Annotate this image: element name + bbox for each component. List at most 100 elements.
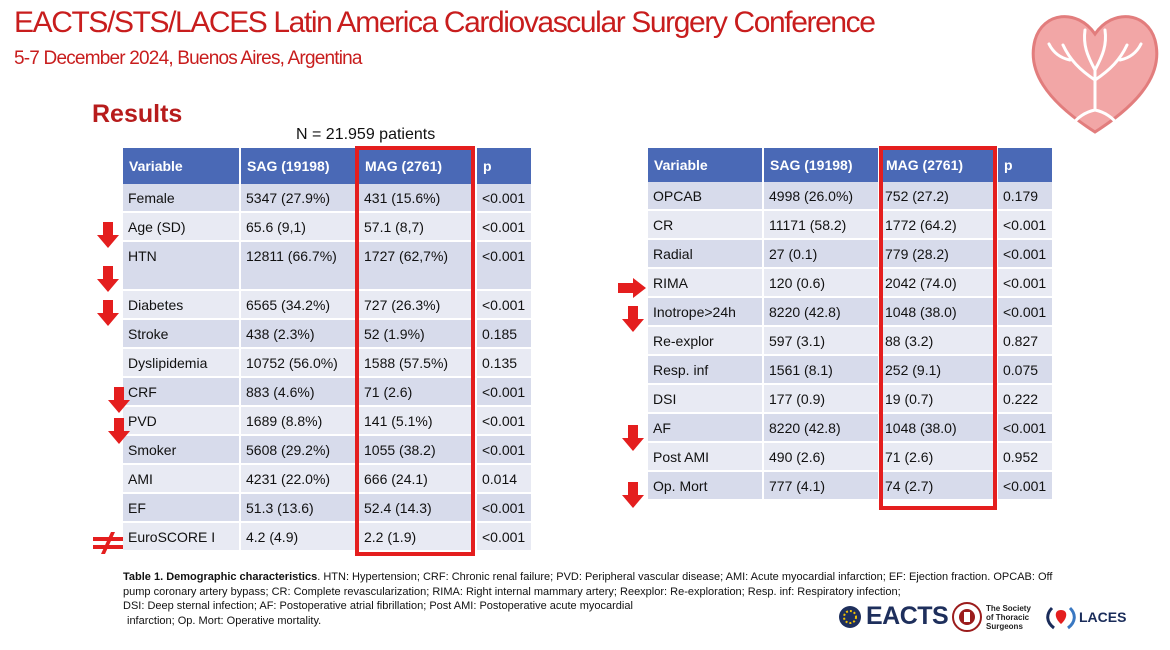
cell-p: 0.179 — [998, 182, 1054, 211]
table-row: Diabetes 6565 (34.2%) 727 (26.3%) <0.001 — [123, 291, 533, 320]
outcomes-table: Variable SAG (19198) MAG (2761) p OPCAB 4… — [648, 148, 1054, 501]
arrow-down-icon — [622, 425, 644, 451]
table-header-row: Variable SAG (19198) MAG (2761) p — [123, 148, 533, 184]
cell-mag: 752 (27.2) — [880, 182, 998, 211]
cell-mag: 1048 (38.0) — [880, 414, 998, 443]
cell-sag: 438 (2.3%) — [241, 320, 359, 349]
cell-variable: Age (SD) — [123, 213, 241, 242]
cell-p: <0.001 — [477, 494, 533, 523]
table-row: Dyslipidemia 10752 (56.0%) 1588 (57.5%) 0.1… — [123, 349, 533, 378]
cell-mag: 1588 (57.5%) — [359, 349, 477, 378]
cell-mag: 252 (9.1) — [880, 356, 998, 385]
arrow-down-icon — [108, 418, 130, 444]
cell-p: <0.001 — [477, 291, 533, 320]
cell-p: <0.001 — [477, 378, 533, 407]
cell-p: <0.001 — [998, 414, 1054, 443]
cell-mag: 2042 (74.0) — [880, 269, 998, 298]
cell-variable: EF — [123, 494, 241, 523]
not-equal-icon — [93, 532, 123, 554]
cell-p: <0.001 — [998, 472, 1054, 501]
cell-p: <0.001 — [477, 184, 533, 213]
cell-sag: 4231 (22.0%) — [241, 465, 359, 494]
cell-mag: 1772 (64.2) — [880, 211, 998, 240]
table-row: Inotrope>24h 8220 (42.8) 1048 (38.0) <0.001 — [648, 298, 1054, 327]
cell-p: <0.001 — [998, 240, 1054, 269]
header-mag: MAG (2761) — [359, 148, 477, 184]
cell-sag: 8220 (42.8) — [764, 298, 880, 327]
table-row: Female 5347 (27.9%) 431 (15.6%) <0.001 — [123, 184, 533, 213]
sts-seal-icon — [952, 602, 982, 632]
cell-sag: 11171 (58.2) — [764, 211, 880, 240]
arrow-down-icon — [108, 387, 130, 413]
cell-p: 0.135 — [477, 349, 533, 378]
caption-text: . HTN: Hypertension; CRF: Chronic renal … — [123, 571, 1053, 598]
header-p: p — [477, 148, 533, 184]
table-row: Re-explor 597 (3.1) 88 (3.2) 0.827 — [648, 327, 1054, 356]
cell-variable: Female — [123, 184, 241, 213]
cell-sag: 120 (0.6) — [764, 269, 880, 298]
caption-label: Table 1. Demographic characteristics — [123, 571, 318, 583]
cell-variable: Dyslipidemia — [123, 349, 241, 378]
cell-variable: PVD — [123, 407, 241, 436]
arrow-right-icon — [618, 278, 646, 298]
cell-sag: 177 (0.9) — [764, 385, 880, 414]
conference-date: 5-7 December 2024, Buenos Aires, Argenti… — [14, 48, 363, 69]
cell-sag: 27 (0.1) — [764, 240, 880, 269]
cell-variable: CRF — [123, 378, 241, 407]
laces-emblem-icon — [1046, 606, 1076, 630]
results-heading: Results — [92, 100, 183, 128]
cell-p: 0.014 — [477, 465, 533, 494]
table-row: Resp. inf 1561 (8.1) 252 (9.1) 0.075 — [648, 356, 1054, 385]
cell-p: <0.001 — [998, 269, 1054, 298]
cell-sag: 5347 (27.9%) — [241, 184, 359, 213]
table-row: Stroke 438 (2.3%) 52 (1.9%) 0.185 — [123, 320, 533, 349]
cell-sag: 1561 (8.1) — [764, 356, 880, 385]
table-row: AMI 4231 (22.0%) 666 (24.1) 0.014 — [123, 465, 533, 494]
patient-count-label: N = 21.959 patients — [296, 126, 436, 143]
cell-variable: CR — [648, 211, 764, 240]
cell-sag: 490 (2.6) — [764, 443, 880, 472]
table-row: AF 8220 (42.8) 1048 (38.0) <0.001 — [648, 414, 1054, 443]
header-p: p — [998, 148, 1054, 182]
cell-variable: Smoker — [123, 436, 241, 465]
cell-sag: 597 (3.1) — [764, 327, 880, 356]
table-row: PVD 1689 (8.8%) 141 (5.1%) <0.001 — [123, 407, 533, 436]
cell-sag: 777 (4.1) — [764, 472, 880, 501]
cell-mag: 19 (0.7) — [880, 385, 998, 414]
cell-variable: EuroSCORE I — [123, 523, 241, 552]
table-row: Smoker 5608 (29.2%) 1055 (38.2) <0.001 — [123, 436, 533, 465]
cell-p: <0.001 — [477, 407, 533, 436]
cell-mag: 1055 (38.2) — [359, 436, 477, 465]
cell-sag: 883 (4.6%) — [241, 378, 359, 407]
cell-p: <0.001 — [477, 436, 533, 465]
cell-mag: 1727 (62,7%) — [359, 242, 477, 291]
cell-p: <0.001 — [998, 298, 1054, 327]
caption-text: DSI: Deep sternal infection; AF: Postope… — [123, 600, 633, 612]
cell-sag: 6565 (34.2%) — [241, 291, 359, 320]
cell-sag: 4.2 (4.9) — [241, 523, 359, 552]
table-row: EuroSCORE I 4.2 (4.9) 2.2 (1.9) <0.001 — [123, 523, 533, 552]
cell-variable: Op. Mort — [648, 472, 764, 501]
table-row: Age (SD) 65.6 (9,1) 57.1 (8,7) <0.001 — [123, 213, 533, 242]
arrow-down-icon — [622, 306, 644, 332]
cell-variable: RIMA — [648, 269, 764, 298]
header-variable: Variable — [123, 148, 241, 184]
cell-sag: 10752 (56.0%) — [241, 349, 359, 378]
arrow-down-icon — [97, 266, 119, 292]
caption-text: infarction; Op. Mort: Operative mortalit… — [127, 614, 322, 627]
cell-mag: 71 (2.6) — [359, 378, 477, 407]
sts-logo: The Society of Thoracic Surgeons — [952, 602, 1040, 632]
cell-p: <0.001 — [998, 211, 1054, 240]
table-row: DSI 177 (0.9) 19 (0.7) 0.222 — [648, 385, 1054, 414]
cell-p: 0.075 — [998, 356, 1054, 385]
cell-mag: 727 (26.3%) — [359, 291, 477, 320]
laces-logo: LACES — [1046, 604, 1126, 630]
cell-mag: 779 (28.2) — [880, 240, 998, 269]
table-row: Radial 27 (0.1) 779 (28.2) <0.001 — [648, 240, 1054, 269]
cell-mag: 431 (15.6%) — [359, 184, 477, 213]
table-row: RIMA 120 (0.6) 2042 (74.0) <0.001 — [648, 269, 1054, 298]
cell-mag: 2.2 (1.9) — [359, 523, 477, 552]
demographics-table: Variable SAG (19198) MAG (2761) p Female… — [123, 148, 533, 552]
cell-sag: 4998 (26.0%) — [764, 182, 880, 211]
table-row: EF 51.3 (13.6) 52.4 (14.3) <0.001 — [123, 494, 533, 523]
